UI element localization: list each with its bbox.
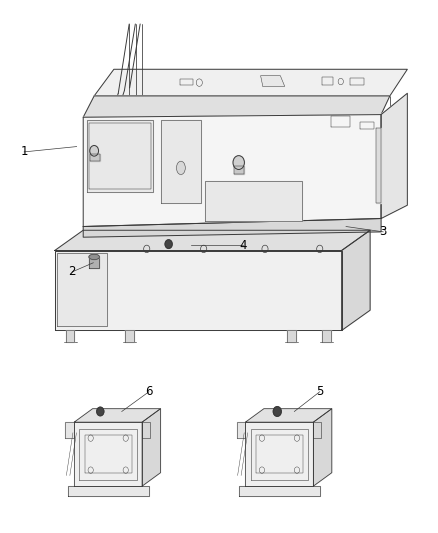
Polygon shape: [89, 257, 99, 268]
Text: 5: 5: [316, 385, 323, 398]
Circle shape: [90, 146, 99, 156]
Polygon shape: [66, 330, 74, 342]
Text: 2: 2: [68, 265, 76, 278]
Polygon shape: [83, 96, 390, 117]
Polygon shape: [239, 486, 320, 496]
Polygon shape: [90, 154, 100, 161]
Circle shape: [273, 407, 281, 416]
Polygon shape: [57, 253, 107, 326]
Polygon shape: [205, 181, 302, 221]
Polygon shape: [94, 69, 407, 96]
Polygon shape: [55, 251, 342, 330]
Ellipse shape: [89, 254, 99, 260]
Polygon shape: [74, 409, 160, 422]
Polygon shape: [83, 115, 381, 227]
Polygon shape: [67, 486, 149, 496]
Polygon shape: [161, 120, 201, 203]
Polygon shape: [245, 422, 314, 486]
Polygon shape: [376, 128, 381, 203]
Polygon shape: [287, 330, 296, 342]
Text: 1: 1: [20, 146, 28, 158]
Polygon shape: [314, 409, 332, 486]
Polygon shape: [237, 422, 245, 438]
Polygon shape: [322, 330, 331, 342]
Polygon shape: [87, 120, 153, 192]
Text: 4: 4: [239, 239, 247, 252]
Text: 3: 3: [380, 225, 387, 238]
Polygon shape: [261, 76, 285, 86]
Polygon shape: [234, 166, 244, 174]
Polygon shape: [65, 422, 74, 438]
Polygon shape: [381, 93, 407, 219]
Circle shape: [233, 156, 244, 169]
Circle shape: [97, 407, 104, 416]
Circle shape: [165, 240, 172, 248]
Polygon shape: [55, 230, 370, 251]
Polygon shape: [125, 330, 134, 342]
Polygon shape: [83, 219, 381, 237]
Polygon shape: [314, 422, 321, 438]
Polygon shape: [142, 409, 160, 486]
Polygon shape: [74, 422, 142, 486]
Ellipse shape: [177, 161, 185, 175]
Polygon shape: [342, 230, 370, 330]
Polygon shape: [245, 409, 332, 422]
Text: 6: 6: [145, 385, 153, 398]
Polygon shape: [142, 422, 150, 438]
